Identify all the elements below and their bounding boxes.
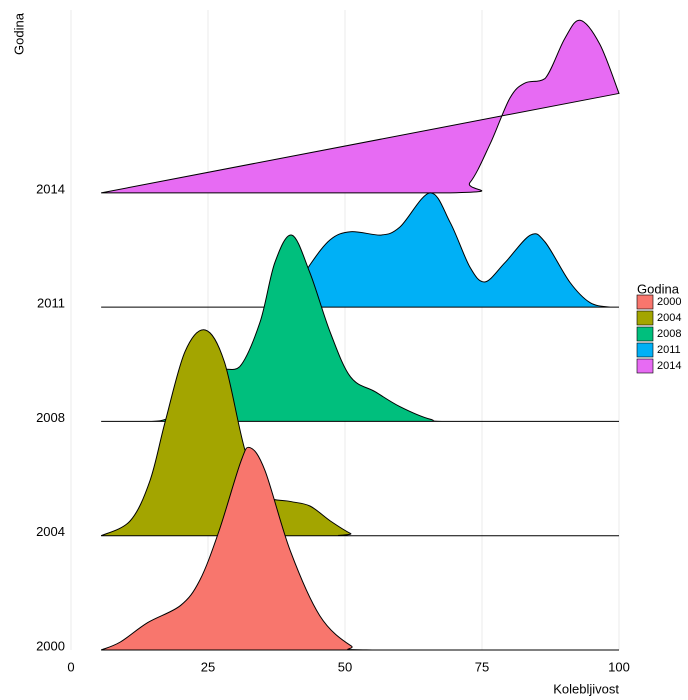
legend-swatch (636, 310, 654, 326)
legend-swatch (636, 342, 654, 358)
y-tick-label: 2004 (36, 524, 65, 539)
x-axis-label: Kolebljivost (553, 681, 619, 696)
x-tick-label: 100 (608, 659, 630, 674)
legend-label: 2011 (657, 344, 681, 356)
ridge (101, 19, 620, 194)
legend-swatch (636, 326, 654, 342)
y-axis-label: Godina (11, 12, 26, 55)
legend-label: 2014 (657, 360, 681, 372)
legend-label: 2004 (657, 312, 681, 324)
x-tick-label: 25 (201, 659, 215, 674)
y-tick-label: 2008 (36, 410, 65, 425)
y-tick-label: 2011 (37, 296, 65, 311)
x-tick-label: 0 (67, 659, 74, 674)
legend-label: 2000 (657, 296, 681, 308)
y-tick-label: 2000 (36, 638, 65, 653)
ridge (100, 446, 619, 651)
ridge (100, 329, 619, 537)
x-tick-label: 50 (338, 659, 352, 674)
legend-swatch (636, 358, 654, 374)
ridge (101, 192, 619, 308)
legend-swatch (636, 294, 654, 310)
legend-label: 2008 (657, 328, 681, 340)
y-tick-label: 2014 (36, 181, 65, 196)
legend-title: Godina (637, 281, 680, 296)
x-tick-label: 75 (475, 659, 489, 674)
